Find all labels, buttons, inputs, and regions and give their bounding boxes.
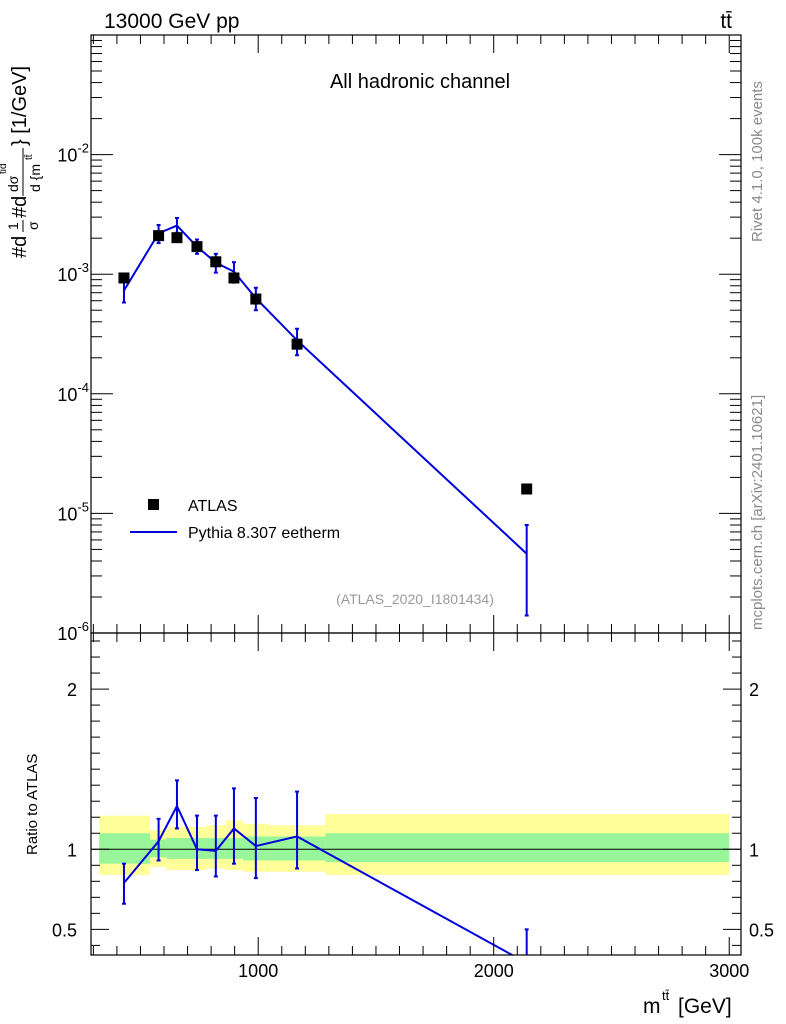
- ratio-tick-label-right: 2: [749, 680, 759, 700]
- x-tick-label: 3000: [709, 961, 749, 981]
- atlas-point: [250, 293, 262, 305]
- process-label: tt̄: [720, 10, 732, 33]
- uncertainty-band-inner: [166, 838, 188, 859]
- x-axis-label: m tt̄ [GeV]: [643, 988, 732, 1018]
- y-tick-label: 10-5: [57, 499, 89, 524]
- atlas-point: [118, 272, 130, 284]
- ratio-tick-label-right: 0.5: [749, 920, 774, 940]
- ratio-frame: [90, 632, 742, 956]
- atlas-point: [153, 230, 165, 242]
- y-tick-label: 10-2: [57, 141, 89, 166]
- uncertainty-band-inner: [99, 833, 150, 864]
- svg-text:m: m: [643, 995, 661, 1018]
- svg-text:#d: #d: [9, 196, 31, 218]
- energy-label: 13000 GeV pp: [104, 10, 239, 33]
- main-frame: [90, 34, 742, 634]
- chart-title: All hadronic channel: [330, 71, 510, 93]
- y-axis-label: #d 1 σ #d dσ tid d {m tt̄ } [1/GeV]: [0, 66, 43, 258]
- ratio-tick-label-right: 1: [749, 840, 759, 860]
- legend-atlas-label: ATLAS: [188, 498, 238, 515]
- svg-text:tt̄: tt̄: [662, 988, 670, 1003]
- pythia-line: [123, 224, 528, 555]
- y-tick-label: 10-4: [57, 380, 89, 405]
- atlas-point: [191, 241, 203, 253]
- ratio-tick-label: 1: [67, 840, 77, 860]
- ratio-y-label: Ratio to ATLAS: [24, 754, 41, 855]
- svg-text:tt̄: tt̄: [23, 154, 35, 160]
- atlas-point: [291, 338, 303, 350]
- svg-text:tid: tid: [0, 163, 9, 174]
- atlas-point: [171, 232, 183, 244]
- svg-text:} [1/GeV]: } [1/GeV]: [9, 66, 31, 146]
- x-tick-label: 1000: [238, 961, 278, 981]
- legend-pythia-label: Pythia 8.307 eetherm: [188, 525, 340, 542]
- y-tick-label: 10-6: [57, 619, 89, 644]
- main-panel: 10-6 10-5 10-4 10-3 10-2 All hadronic channe…: [0, 34, 742, 644]
- svg-text:1: 1: [5, 222, 21, 230]
- atlas-point: [228, 272, 240, 284]
- atlas-point: [210, 256, 222, 268]
- ratio-series: [121, 779, 529, 955]
- ratio-tick-label: 0.5: [52, 920, 77, 940]
- rivet-label: Rivet 4.1.0, 100k events: [749, 81, 766, 242]
- y-tick-label: 10-3: [57, 260, 89, 285]
- atlas-point: [521, 483, 533, 495]
- ratio-tick-label: 2: [67, 680, 77, 700]
- svg-text:d {m: d {m: [27, 164, 43, 192]
- legend: ATLAS Pythia 8.307 eetherm: [130, 498, 340, 542]
- svg-text:σ: σ: [25, 221, 41, 230]
- svg-text:dσ: dσ: [5, 175, 21, 192]
- x-tick-label: 2000: [474, 961, 514, 981]
- analysis-label: (ATLAS_2020_I1801434): [336, 591, 494, 607]
- svg-text:[GeV]: [GeV]: [678, 995, 732, 1018]
- svg-text:#d: #d: [9, 236, 31, 258]
- mcplots-label: mcplots.cern.ch [arXiv:2401.10621]: [749, 395, 766, 630]
- legend-atlas-marker: [148, 499, 159, 510]
- ratio-panel: 1000 2000 3000 0.5 0.5 1 1 2 2 Ratio to ATLAS: [24, 632, 774, 981]
- uncertainty-band-inner: [325, 833, 730, 863]
